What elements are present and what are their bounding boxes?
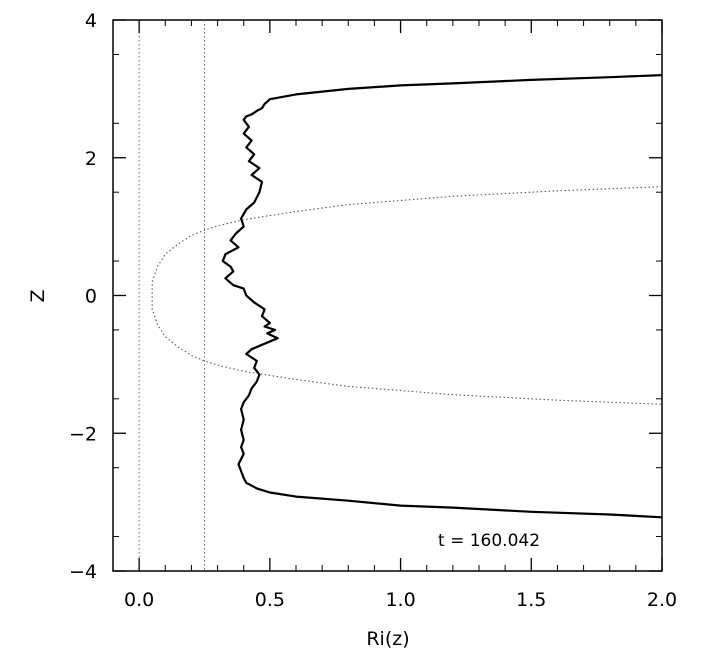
time-annotation: t = 160.042 [438,531,540,551]
series-line-1 [151,186,663,405]
x-axis-title: Ri(z) [366,628,409,650]
y-tick-label: −4 [69,561,97,583]
x-tick-label: 0.5 [255,589,285,611]
axis-ticks: 0.0 0.5 1.0 1.5 2.0 −4 −2 0 2 4 [69,10,677,611]
plot-frame [112,19,663,572]
x-tick-label: 1.5 [516,589,546,611]
series-line-0 [221,74,663,519]
y-tick-label: 4 [85,10,97,32]
reference-lines [138,20,205,571]
series-group [151,74,663,519]
x-tick-label: 0.0 [124,589,154,611]
x-tick-label: 2.0 [647,589,677,611]
x-tick-label: 1.0 [385,589,415,611]
y-axis-title: Z [27,289,49,302]
y-tick-label: −2 [69,423,97,445]
y-tick-label: 2 [85,148,97,170]
y-tick-label: 0 [85,286,97,308]
